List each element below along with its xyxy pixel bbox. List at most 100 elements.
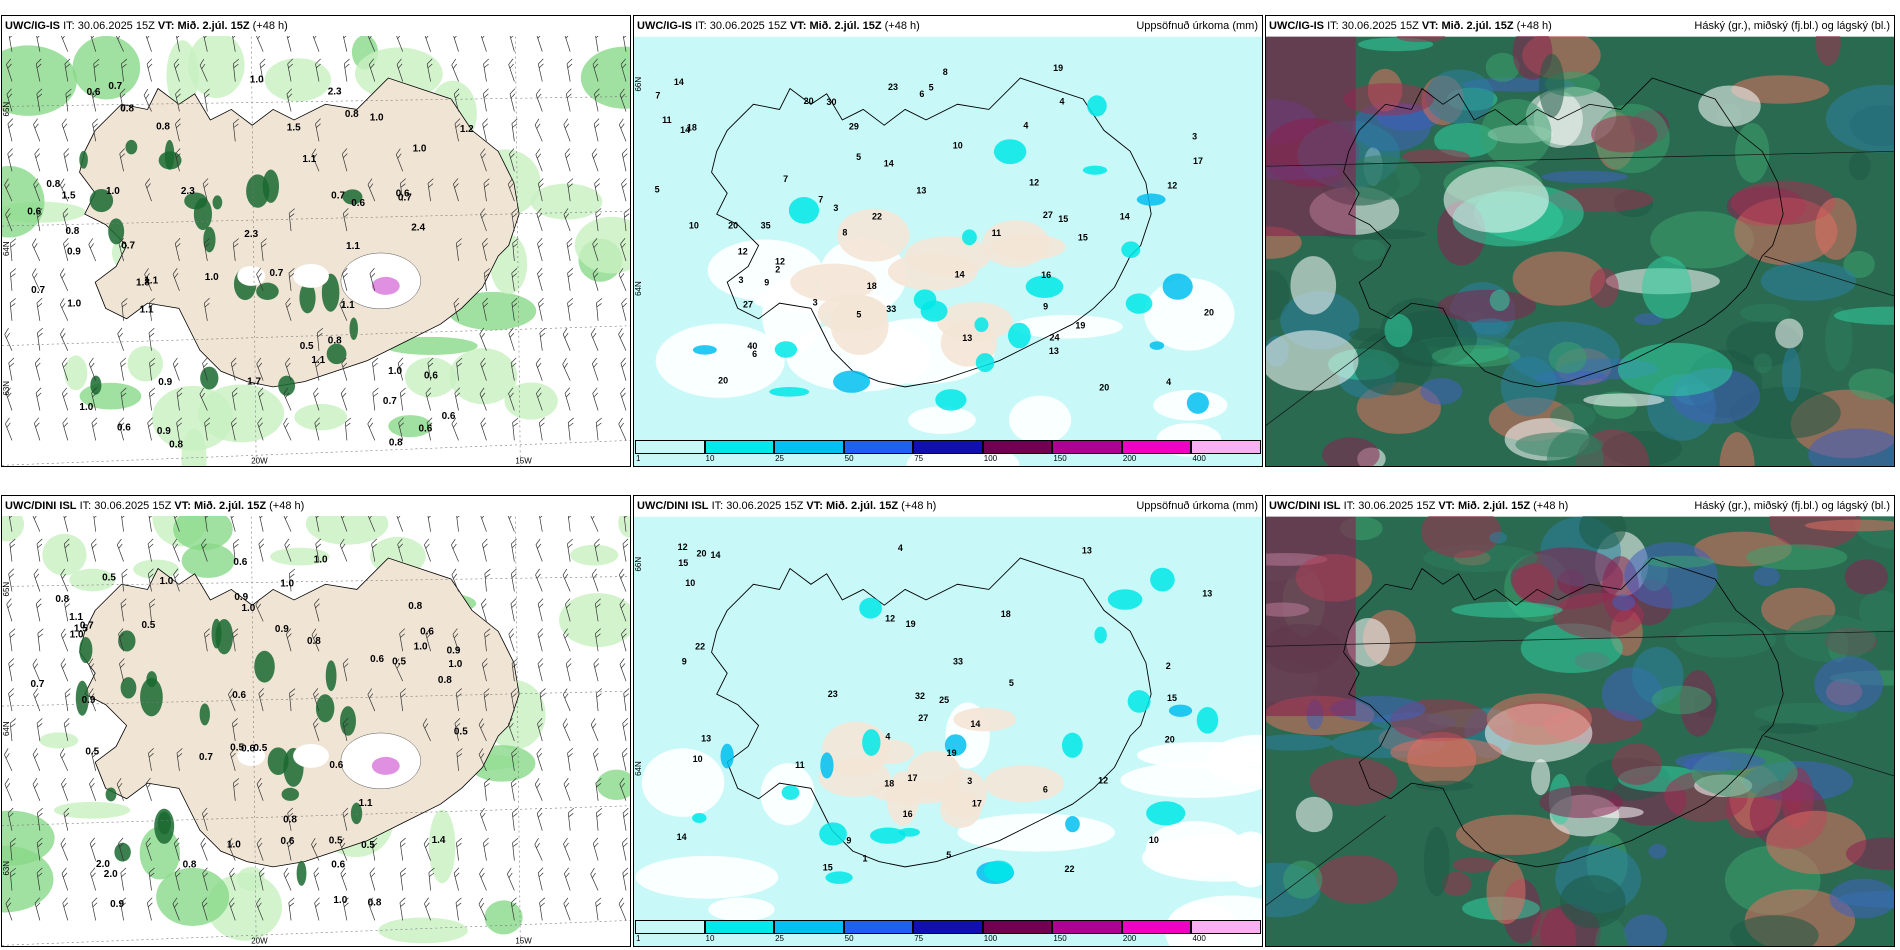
wind-barb: [480, 516, 487, 532]
wind-barb: [426, 417, 433, 441]
cloud-core: [118, 630, 136, 652]
wind-barb: [88, 658, 97, 682]
cloud-layer-patch: [1634, 313, 1663, 326]
cloud-layer-patch: [1560, 875, 1626, 929]
wind-barb: [119, 88, 126, 112]
wind-barb: [288, 897, 295, 921]
wind-barb: [174, 867, 181, 891]
wind-barb: [592, 238, 599, 262]
cloud-value-label: 1.0: [414, 642, 428, 653]
wind-barb: [618, 897, 627, 921]
cloud-value-label: 0.9: [110, 899, 124, 910]
panel-header: UWC/IG-IS IT: 30.06.2025 15Z VT: Mið. 2.…: [634, 16, 1262, 36]
colorbar-swatch: [1052, 920, 1122, 934]
wind-barb: [59, 748, 69, 772]
latitude-label: 64N: [634, 281, 643, 296]
wind-barb: [623, 516, 630, 532]
wind-barb: [286, 88, 293, 112]
wind-barb: [231, 417, 237, 441]
precip-value-label: 3: [738, 275, 743, 285]
cloud-patch: [388, 415, 432, 438]
map-clouds: [1266, 36, 1894, 466]
cloud-patch: [484, 900, 523, 935]
precip-value-label: 9: [1043, 301, 1048, 311]
dry-area: [1009, 395, 1072, 445]
cloud-value-label: 1.0: [280, 579, 294, 590]
latitude-label: 63N: [2, 861, 11, 876]
wind-barb: [34, 897, 41, 921]
cloud-value-label: 0.5: [329, 836, 343, 847]
precip-value-label: 16: [903, 809, 913, 819]
wind-barb: [507, 178, 515, 202]
wind-barb: [483, 178, 490, 202]
wind-barb: [534, 837, 543, 861]
projection-line: [1764, 255, 1894, 297]
colorbar-swatch: [774, 920, 844, 934]
wind-barb: [369, 267, 376, 291]
wind-barb: [313, 718, 320, 742]
wind-barb: [227, 837, 236, 861]
precip-value-label: 9: [764, 277, 769, 287]
wind-barb: [567, 417, 574, 441]
heavy-precip-area: [920, 300, 948, 322]
dry-area: [908, 406, 976, 435]
cloud-layer-patch: [1730, 180, 1836, 225]
wind-barb: [483, 688, 490, 712]
wind-barb: [63, 807, 70, 831]
wind-barb: [91, 897, 98, 921]
heavy-precip-area: [1061, 732, 1083, 758]
it-label: IT:: [695, 20, 707, 32]
colorbar-tick-label: 10: [705, 454, 715, 463]
wind-barb: [120, 867, 127, 891]
cloud-value-label: 0.7: [331, 191, 345, 202]
wind-barb: [256, 268, 264, 292]
cloud-value-label: 0.9: [275, 624, 289, 635]
vt-label: VT:: [806, 500, 823, 512]
cloud-layer-patch: [1322, 437, 1380, 466]
wind-barb: [455, 238, 462, 262]
cloud-value-label: 0.7: [383, 396, 397, 407]
heavy-precip-area: [1082, 165, 1108, 175]
colorbar-tick-label: 25: [775, 934, 785, 943]
wind-barb: [32, 658, 41, 682]
cloud-core: [254, 650, 275, 683]
wind-barb: [148, 867, 155, 891]
wind-barb: [592, 387, 599, 411]
wind-barb: [484, 568, 491, 592]
colorbar-tick-label: 50: [844, 934, 854, 943]
wind-barb: [315, 516, 321, 532]
wind-barb: [6, 598, 13, 622]
wind-barb: [283, 867, 292, 891]
wind-barb: [537, 718, 543, 742]
cloud-value-label: 1.1: [311, 355, 325, 366]
wind-barb: [313, 867, 320, 891]
wind-barb: [120, 897, 127, 921]
wind-barb: [479, 387, 487, 411]
heavy-precip-area: [975, 353, 995, 373]
cloud-layer-patch: [1848, 152, 1871, 181]
wind-barb: [59, 268, 69, 292]
wind-barb: [33, 568, 41, 592]
wind-barb: [37, 807, 43, 831]
cloud-value-label: 1.0: [106, 186, 120, 197]
wind-barb: [534, 778, 543, 801]
wind-barb: [8, 516, 15, 532]
wind-barb: [538, 516, 545, 532]
precip-value-label: 7: [783, 174, 788, 184]
wind-barb: [591, 148, 599, 172]
wind-barb: [118, 238, 125, 262]
wind-barb: [562, 327, 571, 351]
wind-barb: [230, 747, 236, 771]
cloud-value-label: 1.4: [432, 835, 446, 846]
wind-barb: [512, 238, 519, 262]
cloud-core: [340, 706, 356, 736]
wind-barb: [232, 238, 239, 262]
precip-value-label: 4: [1059, 97, 1064, 107]
wind-barb: [507, 516, 515, 532]
land-outline: [711, 77, 1152, 388]
cloud-layer-patch: [1512, 251, 1606, 306]
it-label: IT:: [1327, 20, 1339, 32]
heavy-precip-area: [1186, 392, 1209, 414]
wind-barb: [508, 327, 515, 351]
cloud-core: [193, 198, 212, 231]
